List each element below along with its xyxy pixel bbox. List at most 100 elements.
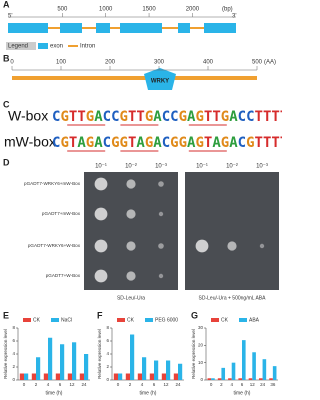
legend-label: CK — [221, 317, 229, 323]
domain-label: WRKY — [151, 79, 169, 85]
scale-label: 100 — [56, 60, 67, 66]
bar — [258, 378, 263, 380]
legend-intron: Intron — [80, 44, 95, 50]
scale-unit: (bp) — [222, 7, 233, 13]
panel-label: F — [97, 310, 103, 320]
scale-label: 200 — [105, 60, 116, 66]
bar — [207, 378, 212, 380]
y-tick-label: 20 — [198, 343, 204, 348]
bar — [238, 378, 242, 380]
scale-label: 2000 — [186, 7, 200, 13]
colony — [259, 243, 265, 249]
colony — [126, 179, 136, 189]
bar — [178, 363, 183, 380]
legend-swatch — [145, 318, 153, 322]
bar — [48, 337, 53, 380]
x-tick-label: 0 — [23, 382, 26, 387]
bar — [166, 360, 171, 380]
bar — [19, 373, 24, 380]
colony — [94, 207, 108, 221]
panel-label: G — [191, 310, 198, 320]
colony — [94, 239, 108, 253]
x-tick-label: 0 — [210, 382, 213, 387]
colony — [94, 269, 108, 283]
y-tick-label: 0 — [12, 377, 15, 382]
dilution-label: 10⁻¹ — [95, 164, 107, 170]
bar — [55, 373, 60, 380]
x-tick-label: 6 — [59, 382, 62, 387]
bar — [211, 378, 215, 380]
bar — [36, 357, 41, 380]
row-label: pGADT7+W-Box — [46, 273, 81, 278]
colony — [94, 177, 108, 191]
scale-label: 300 — [154, 60, 165, 66]
panel-label: A — [3, 0, 10, 9]
y-axis-label: Relative expression level — [191, 329, 196, 379]
colony — [158, 273, 164, 279]
five-prime: 5' — [8, 14, 12, 20]
y-tick-label: 4 — [12, 351, 15, 356]
y-axis-label: Relative expression level — [97, 329, 102, 379]
colony — [158, 181, 164, 187]
x-axis-label: time (h) — [140, 390, 157, 396]
scale-unit: (AA) — [264, 60, 276, 66]
y-tick-label: 0 — [106, 377, 109, 382]
scale-label: 500 — [252, 60, 263, 66]
x-tick-label: 12 — [69, 382, 75, 387]
x-tick-label: 2 — [129, 382, 132, 387]
plate — [185, 172, 279, 290]
colony — [158, 243, 164, 249]
legend-box — [6, 42, 36, 50]
x-tick-label: 6 — [241, 382, 244, 387]
x-tick-label: 4 — [230, 382, 233, 387]
legend-swatch — [211, 318, 219, 322]
seq-name: W-box — [8, 108, 48, 124]
bar — [262, 359, 267, 380]
bar — [149, 373, 154, 380]
bar — [231, 362, 236, 380]
bar — [79, 373, 84, 380]
legend-swatch — [239, 318, 247, 322]
bar — [60, 344, 65, 380]
legend-label: CK — [33, 317, 41, 323]
bar — [252, 352, 256, 380]
sequence: CGTTGACCGTTGACCGAGTTGACCTTTTA — [52, 109, 282, 125]
y-tick-label: 0 — [200, 377, 203, 382]
y-tick-label: 2 — [12, 364, 15, 369]
legend-label: ABA — [249, 317, 260, 323]
dilution-label: 10⁻² — [226, 164, 238, 170]
condition: SD-Leu/-Ura + 500ng/mL ABA — [199, 295, 267, 301]
legend-label: NaCl — [61, 317, 72, 323]
bar — [31, 373, 36, 380]
x-tick-label: 12 — [163, 382, 169, 387]
scale-label: 400 — [203, 60, 214, 66]
y-tick-label: 6 — [106, 338, 109, 343]
legend-label: CK — [127, 317, 135, 323]
x-axis-label: time (h) — [234, 390, 251, 396]
colony — [126, 271, 136, 281]
bar — [269, 378, 273, 380]
x-tick-label: 24 — [175, 382, 181, 387]
y-tick-label: 4 — [106, 351, 109, 356]
colony — [126, 209, 136, 219]
exon-key — [38, 43, 48, 49]
x-tick-label: 24 — [260, 382, 266, 387]
bar — [43, 373, 48, 380]
panel-label: D — [3, 157, 10, 167]
bar — [228, 378, 232, 380]
bar — [137, 373, 142, 380]
row-label: pGADT7-WRKY6+W-Box — [28, 243, 81, 248]
scale-label: 0 — [10, 60, 14, 66]
y-axis-label: Relative expression level — [3, 329, 8, 379]
dilution-label: 10⁻² — [125, 164, 137, 170]
panel-label: E — [3, 310, 9, 320]
x-tick-label: 6 — [153, 382, 156, 387]
bar — [130, 334, 135, 380]
dilution-label: 10⁻¹ — [196, 164, 208, 170]
x-tick-label: 0 — [117, 382, 120, 387]
three-prime: 3' — [232, 14, 236, 20]
y-tick-label: 30 — [198, 325, 204, 330]
exons — [8, 23, 236, 33]
bar — [154, 360, 159, 380]
x-tick-label: 4 — [47, 382, 50, 387]
